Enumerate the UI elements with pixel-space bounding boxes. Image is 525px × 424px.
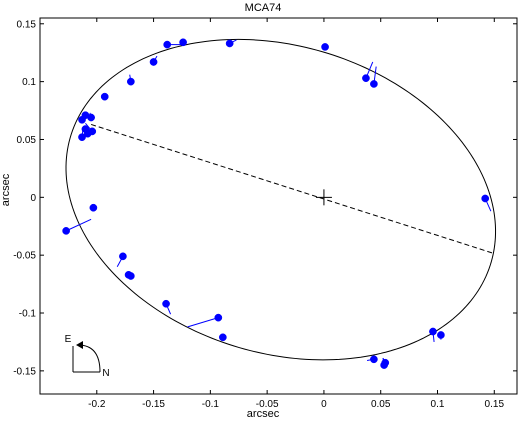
- observation-point: [78, 133, 86, 142]
- observation-point: [119, 252, 127, 261]
- observation-point: [127, 77, 135, 86]
- plot-area: [39, 17, 518, 395]
- line-of-nodes: [90, 123, 493, 254]
- observation-point: [87, 113, 95, 122]
- observation-point: [225, 39, 234, 48]
- observation-point: [370, 355, 378, 364]
- x-tick-label: -0.1: [202, 399, 220, 410]
- point-layer: [62, 38, 490, 369]
- x-tick-label: -0.15: [142, 399, 165, 410]
- y-tick-label: -0.1: [19, 309, 37, 320]
- tick-layer: -0.2 -0.15 -0.1 -0.05 0 0.05 0.1 0.15 0.15 0.1 0.0…: [13, 18, 517, 410]
- observation-point: [214, 313, 223, 322]
- orbit-layer: [65, 38, 497, 361]
- observation-point: [362, 74, 370, 83]
- residual-line: [65, 218, 92, 232]
- chart-title: MCA74: [245, 2, 282, 14]
- compass-rose: E N: [65, 334, 110, 379]
- x-tick-label: -0.2: [88, 399, 106, 410]
- x-axis-label: arcsec: [247, 408, 280, 419]
- orbit-ellipse: [65, 38, 497, 361]
- y-tick-label: -0.05: [13, 251, 36, 262]
- observation-point: [88, 127, 97, 136]
- x-tick-label: 0.1: [431, 399, 445, 410]
- observation-point: [219, 333, 227, 342]
- observation-point: [163, 40, 172, 49]
- compass-arrowhead: [76, 341, 83, 349]
- observation-point: [162, 299, 170, 308]
- y-tick-label: 0.1: [22, 77, 36, 88]
- y-tick-label: -0.15: [13, 366, 36, 377]
- observation-point: [437, 331, 445, 339]
- y-axis-label: arcsec: [0, 173, 12, 206]
- observation-point: [321, 43, 329, 51]
- compass-east-label: E: [65, 334, 72, 345]
- observation-point: [381, 358, 390, 367]
- x-tick-label: 0: [321, 399, 327, 410]
- observation-point: [179, 38, 187, 47]
- observation-point: [429, 327, 437, 336]
- observation-point: [100, 92, 109, 101]
- observation-point: [89, 203, 98, 212]
- y-tick-label: 0: [30, 193, 36, 204]
- observation-point: [481, 194, 490, 203]
- observation-point: [370, 80, 378, 88]
- y-tick-label: 0.15: [17, 19, 37, 30]
- compass-north-label: N: [102, 368, 109, 379]
- observation-point: [127, 272, 135, 280]
- observation-point: [62, 227, 70, 235]
- x-tick-label: 0.15: [485, 399, 505, 410]
- observation-point: [149, 58, 158, 66]
- x-tick-label: 0.05: [371, 399, 391, 410]
- y-tick-label: 0.05: [17, 135, 37, 146]
- x-tick-label: -0.05: [256, 399, 279, 410]
- residual-line: [187, 317, 219, 328]
